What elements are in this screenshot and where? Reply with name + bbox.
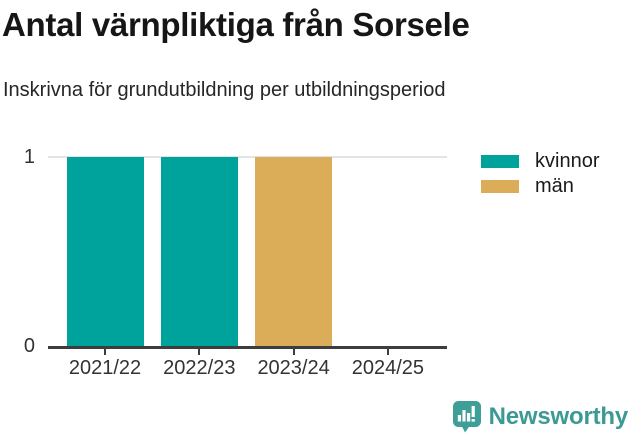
x-tick-2022/23 bbox=[198, 348, 201, 355]
bar-kvinnor-2022/23 bbox=[160, 157, 238, 346]
newsworthy-logo[interactable]: Newsworthy bbox=[452, 401, 629, 433]
x-tick-label-2024/25: 2024/25 bbox=[351, 357, 425, 379]
x-tick-label-2021/22: 2021/22 bbox=[68, 357, 142, 379]
legend-swatch-män bbox=[481, 179, 519, 193]
x-tick-label-2022/23: 2022/23 bbox=[163, 357, 236, 379]
legend-label-män: män bbox=[535, 174, 574, 197]
legend-row-kvinnor: kvinnor bbox=[481, 149, 599, 173]
newsworthy-logo-text: Newsworthy bbox=[488, 403, 629, 430]
y-tick-label-0: 0 bbox=[23, 335, 35, 357]
x-tick-2023/24 bbox=[292, 348, 295, 355]
y-tick-label-1: 1 bbox=[23, 146, 35, 168]
bar-kvinnor-2021/22 bbox=[66, 157, 144, 346]
legend: kvinnor män bbox=[481, 149, 599, 198]
chart-subtitle: Inskrivna för grundutbildning per utbild… bbox=[3, 79, 446, 101]
newsworthy-speech-bubble-bar-chart-icon bbox=[452, 401, 481, 433]
legend-swatch-kvinnor bbox=[481, 154, 519, 168]
chart-title: Antal värnpliktiga från Sorsele bbox=[2, 6, 470, 43]
plot-area: 2021/22 2022/23 2023/24 2024/25 0 1 bbox=[24, 146, 447, 379]
bar-män-2023/24 bbox=[255, 157, 333, 346]
x-axis-line bbox=[48, 346, 447, 349]
x-tick-2021/22 bbox=[104, 348, 106, 355]
legend-label-kvinnor: kvinnor bbox=[535, 149, 600, 172]
x-tick-2024/25 bbox=[386, 348, 389, 355]
legend-row-män: män bbox=[481, 174, 599, 198]
x-tick-label-2023/24: 2023/24 bbox=[257, 357, 330, 379]
gridline-y1 bbox=[48, 156, 447, 158]
